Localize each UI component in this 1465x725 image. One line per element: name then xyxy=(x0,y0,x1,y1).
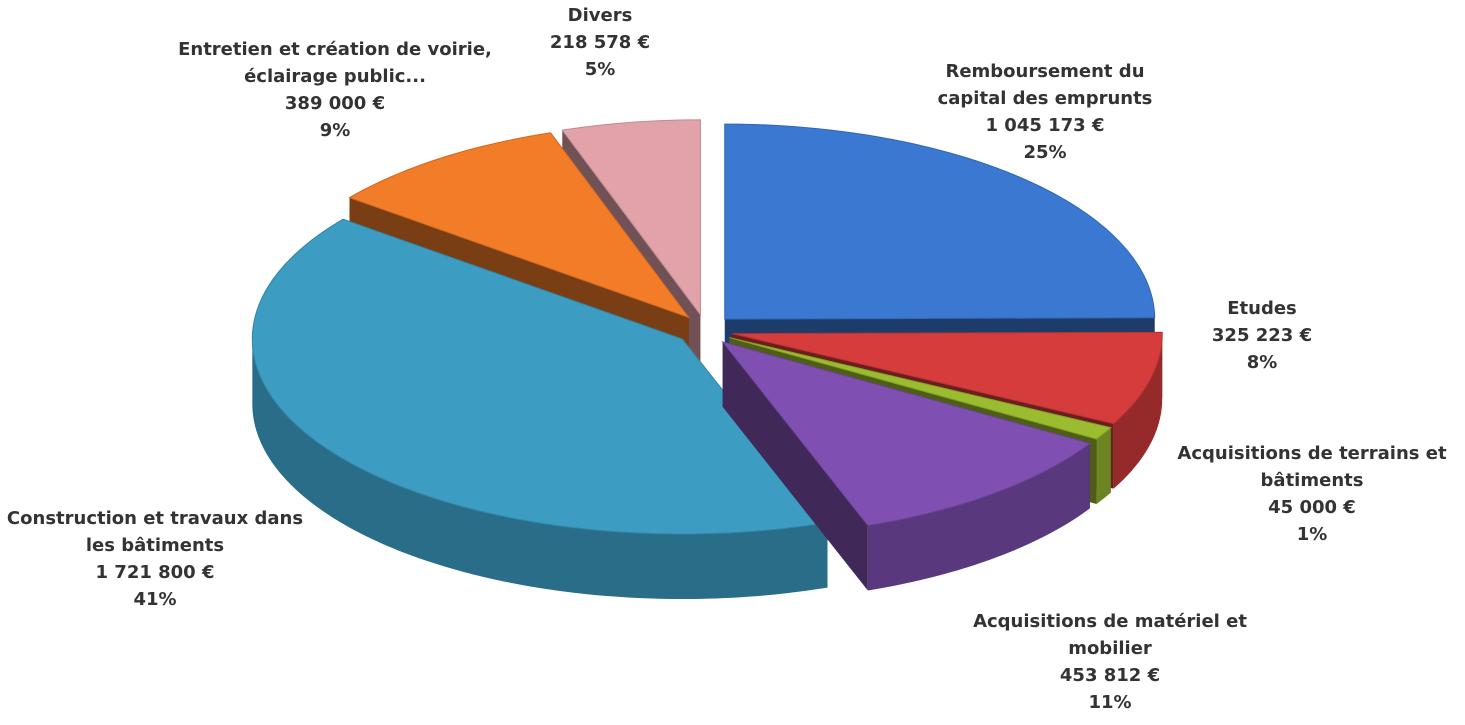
slice-wall xyxy=(1113,333,1163,489)
category-label: Entretien et création de voirie, éclaira… xyxy=(178,39,492,87)
slice-label: Remboursement du capital des emprunts 1 0… xyxy=(910,58,1180,166)
category-label: Remboursement du capital des emprunts xyxy=(937,61,1153,109)
percent-label: 9% xyxy=(319,120,351,141)
slice-top xyxy=(732,331,1163,425)
percent-label: 41% xyxy=(133,589,177,610)
slice-top xyxy=(724,123,1156,320)
slice-label: Acquisitions de matériel et mobilier 453 … xyxy=(960,608,1260,716)
value-label: 45 000 € xyxy=(1268,497,1356,518)
slice-wall xyxy=(1096,427,1111,505)
slice-side xyxy=(722,341,868,591)
percent-label: 8% xyxy=(1246,352,1278,373)
slice-top xyxy=(348,132,691,319)
category-label: Acquisitions de terrains et bâtiments xyxy=(1177,443,1447,491)
slice-top xyxy=(729,337,1112,440)
slice-top xyxy=(561,119,701,317)
value-label: 389 000 € xyxy=(284,93,386,114)
slice-label: Etudes 325 223 € 8% xyxy=(1182,295,1342,376)
slice-label: Acquisitions de terrains et bâtiments 45 … xyxy=(1157,440,1465,548)
slice-top xyxy=(251,218,829,535)
slice-wall xyxy=(867,443,1090,591)
pie-slice xyxy=(251,218,829,600)
value-label: 1 721 800 € xyxy=(95,562,215,583)
category-label: Acquisitions de matériel et mobilier xyxy=(973,611,1247,659)
percent-label: 1% xyxy=(1296,524,1328,545)
percent-label: 5% xyxy=(584,59,616,80)
value-label: 1 045 173 € xyxy=(985,115,1105,136)
pie-slice xyxy=(721,341,1092,591)
slice-label: Divers 218 578 € 5% xyxy=(535,2,665,83)
slice-label: Entretien et création de voirie, éclaira… xyxy=(175,36,495,144)
slice-label: Construction et travaux dans les bâtimen… xyxy=(5,505,305,613)
slice-top xyxy=(721,341,1092,527)
category-label: Construction et travaux dans les bâtimen… xyxy=(6,508,304,556)
value-label: 325 223 € xyxy=(1211,325,1313,346)
percent-label: 25% xyxy=(1023,142,1067,163)
category-label: Divers xyxy=(567,5,633,26)
percent-label: 11% xyxy=(1088,692,1132,713)
category-label: Etudes xyxy=(1227,298,1297,319)
value-label: 218 578 € xyxy=(549,32,651,53)
value-label: 453 812 € xyxy=(1059,665,1161,686)
